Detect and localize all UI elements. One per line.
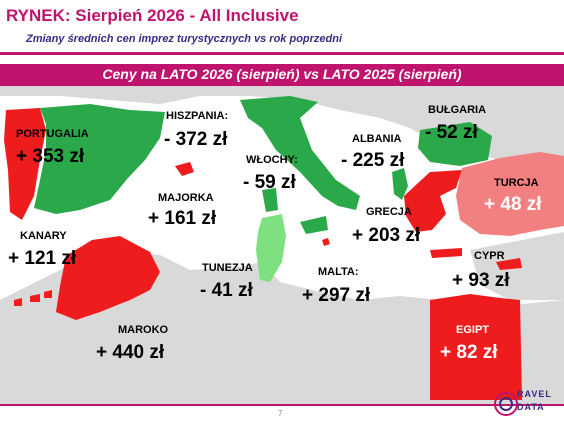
region-majorka xyxy=(175,162,194,176)
value-maroko: + 440 zł xyxy=(96,342,165,363)
value-portugalia: + 353 zł xyxy=(16,146,85,167)
region-malta xyxy=(322,238,330,246)
value-majorka: + 161 zł xyxy=(148,208,217,229)
label-wlochy: WŁOCHY: xyxy=(246,154,298,166)
footer-divider xyxy=(0,404,564,406)
region-sycylia xyxy=(300,216,328,234)
value-bulgaria: - 52 zł xyxy=(425,122,478,143)
label-egipt: EGIPT xyxy=(456,324,490,336)
map-banner: Ceny na LATO 2026 (sierpień) vs LATO 202… xyxy=(102,66,462,82)
label-hiszpania: HISZPANIA: xyxy=(166,110,229,122)
region-wlochy xyxy=(240,96,360,210)
value-albania: - 225 zł xyxy=(341,150,405,171)
label-bulgaria: BUŁGARIA xyxy=(428,104,487,116)
logo-text-top: RAVEL xyxy=(517,389,552,399)
value-egipt: + 82 zł xyxy=(440,342,498,363)
value-malta: + 297 zł xyxy=(302,285,371,306)
label-malta: MALTA: xyxy=(318,266,359,278)
region-kanary xyxy=(14,290,52,306)
region-portugalia xyxy=(4,108,46,220)
label-kanary: KANARY xyxy=(20,230,67,242)
label-cypr: CYPR xyxy=(474,250,505,262)
land-europe xyxy=(0,86,564,180)
logo-text-bottom: DATA xyxy=(517,402,545,412)
region-kreta xyxy=(430,248,462,258)
slide-title: RYNEK: Sierpień 2026 - All Inclusive xyxy=(6,6,299,25)
label-portugalia: PORTUGALIA xyxy=(16,128,89,140)
value-grecja: + 203 zł xyxy=(352,225,421,246)
value-tunezja: - 41 zł xyxy=(200,280,253,301)
value-hiszpania: - 372 zł xyxy=(164,129,228,150)
region-albania xyxy=(392,168,408,200)
value-turcja: + 48 zł xyxy=(484,194,542,215)
page-number: 7 xyxy=(278,409,283,418)
region-hiszpania xyxy=(34,104,165,214)
region-grecja xyxy=(404,170,462,232)
slide-subtitle: Zmiany średnich cen imprez turystycznych… xyxy=(26,33,343,45)
label-albania: ALBANIA xyxy=(352,133,402,145)
region-turcja xyxy=(456,152,564,236)
traveldata-logo-icon xyxy=(494,392,518,416)
value-cypr: + 93 zł xyxy=(452,270,510,291)
region-egipt xyxy=(430,294,522,400)
label-turcja: TURCJA xyxy=(494,177,539,189)
region-cypr xyxy=(496,258,522,270)
value-kanary: + 121 zł xyxy=(8,248,77,269)
label-grecja: GRECJA xyxy=(366,206,412,218)
region-sardynia xyxy=(262,188,278,212)
mediterranean-map xyxy=(0,56,564,404)
region-tunezja xyxy=(256,214,286,282)
label-tunezja: TUNEZJA xyxy=(202,262,253,274)
label-majorka: MAJORKA xyxy=(158,192,214,204)
banner-strip xyxy=(0,64,564,86)
region-bulgaria xyxy=(418,122,492,166)
value-wlochy: - 59 zł xyxy=(243,172,296,193)
label-maroko: MAROKO xyxy=(118,324,169,336)
region-maroko xyxy=(56,236,160,320)
header-divider xyxy=(0,52,564,55)
